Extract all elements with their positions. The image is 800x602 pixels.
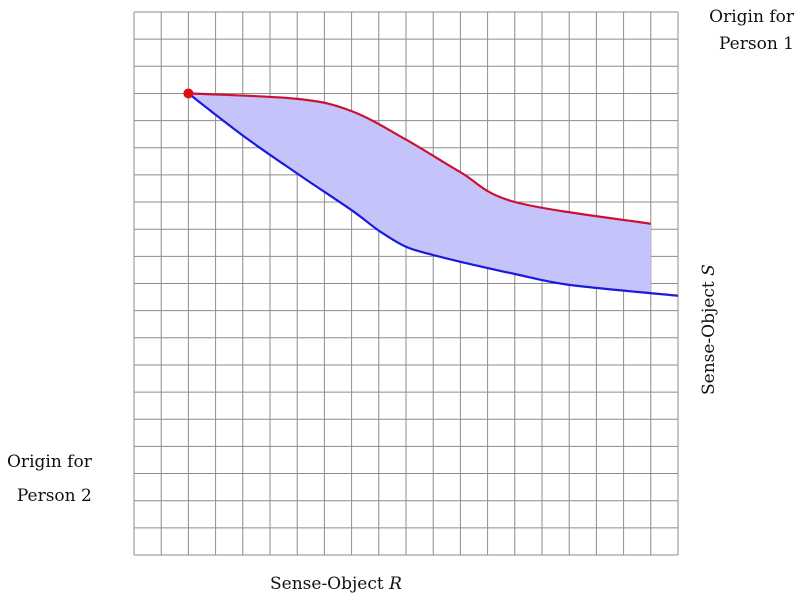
y-axis-variable: S bbox=[699, 264, 719, 276]
x-axis-variable: R bbox=[389, 574, 402, 594]
indifference-curve-person2 bbox=[187, 92, 679, 297]
x-axis-text: Sense-Object bbox=[270, 574, 384, 594]
origin-person1-line2: Person 1 bbox=[719, 34, 794, 54]
mutual-advantage-lens bbox=[188, 93, 651, 294]
indifference-curve-person1 bbox=[188, 92, 651, 225]
origin-person2-label: Origin for Person 2 bbox=[7, 451, 92, 507]
origin-person1-label: Origin for Person 1 bbox=[709, 6, 794, 55]
endowment-point bbox=[183, 88, 194, 99]
y-axis-text: Sense-Object bbox=[699, 281, 719, 395]
origin-person1-line1: Origin for bbox=[709, 7, 794, 27]
origin-person2-line2: Person 2 bbox=[16, 486, 92, 506]
origin-person2-line1: Origin for bbox=[7, 452, 92, 472]
x-axis-label: Sense-Object R bbox=[270, 573, 402, 595]
